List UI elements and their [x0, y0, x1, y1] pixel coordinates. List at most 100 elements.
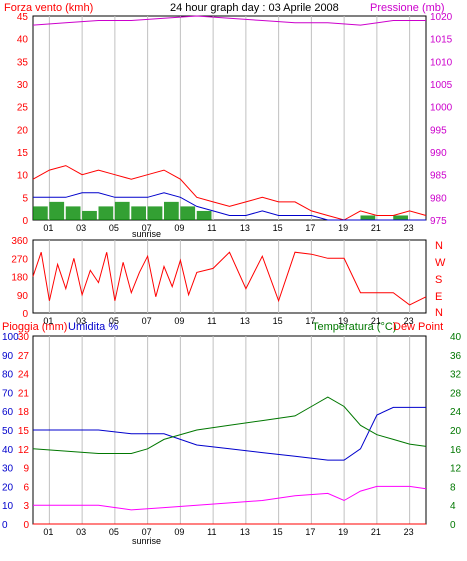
x-tick-label: 21: [371, 527, 381, 537]
y-tick-label-wind: 5: [22, 193, 28, 204]
y-tick-label-humidity: 80: [2, 370, 14, 381]
y-tick-label-temperature: 8: [450, 482, 456, 493]
chart-marks: 0510152025303540459759809859909951000100…: [2, 12, 462, 537]
temperature-axis-label: Temperatura (°C): [312, 321, 396, 333]
x-tick-label: 07: [142, 316, 152, 326]
y-tick-label-wind: 0: [22, 216, 28, 227]
gust-bar: [164, 201, 179, 220]
y-tick-label-humidity: 0: [2, 520, 8, 531]
graph-title: 24 hour graph day : 03 Aprile 2008: [170, 2, 339, 14]
x-tick-label: 17: [305, 316, 315, 326]
sunrise-label-bottom: sunrise: [132, 536, 161, 546]
y-tick-label-temperature: 20: [450, 426, 462, 437]
compass-label-w: W: [435, 257, 446, 269]
compass-labels: N W S E N: [435, 240, 446, 319]
y-tick-label-wind: 20: [17, 125, 29, 136]
y-tick-label-pressure: 980: [430, 193, 447, 204]
gust-bar: [33, 206, 48, 220]
series-wind-average: [33, 192, 426, 221]
y-tick-label-rain: 18: [18, 407, 30, 418]
y-tick-label-pressure: 1015: [430, 35, 453, 46]
x-tick-label: 21: [371, 316, 381, 326]
y-tick-label-temperature: 4: [450, 501, 456, 512]
x-tick-label: 13: [240, 316, 250, 326]
x-tick-label: 11: [207, 223, 216, 233]
y-tick-label-direction: 90: [17, 291, 29, 302]
y-tick-label-wind: 35: [17, 57, 29, 68]
x-tick-label: 03: [76, 223, 86, 233]
gust-bar: [114, 201, 130, 220]
wind-axis-label: Forza vento (kmh): [4, 2, 93, 14]
x-tick-label: 11: [207, 527, 216, 537]
series-temperature: [32, 396, 427, 454]
x-tick-label: 09: [174, 527, 184, 537]
gust-bar: [82, 210, 97, 220]
x-tick-label: 23: [404, 223, 414, 233]
y-tick-label-rain: 30: [18, 332, 30, 343]
gust-bar: [98, 206, 114, 220]
y-tick-label-temperature: 28: [450, 388, 462, 399]
x-tick-label: 09: [174, 223, 184, 233]
y-tick-label-humidity: 60: [2, 407, 14, 418]
x-tick-label: 23: [404, 316, 414, 326]
gust-bar: [147, 206, 163, 220]
gust-bar: [393, 215, 408, 220]
y-tick-label-pressure: 1020: [430, 12, 453, 23]
y-tick-label-rain: 27: [18, 351, 30, 362]
gust-bar: [196, 210, 212, 220]
compass-label-n-top: N: [435, 240, 443, 252]
sunrise-label-top: sunrise: [132, 229, 161, 239]
series-pressure: [32, 15, 426, 26]
pressure-axis-label: Pressione (mb): [370, 2, 445, 14]
gust-bar: [49, 201, 65, 220]
x-tick-label: 17: [305, 223, 315, 233]
compass-label-s: S: [435, 274, 442, 286]
y-tick-label-humidity: 100: [2, 332, 19, 343]
x-tick-label: 19: [338, 316, 348, 326]
x-tick-label: 07: [142, 223, 152, 233]
panel-wind-pressure: [32, 15, 427, 221]
y-tick-label-temperature: 32: [450, 370, 462, 381]
y-tick-label-humidity: 90: [2, 351, 14, 362]
x-tick-label: 03: [76, 527, 86, 537]
y-tick-label-humidity: 50: [2, 426, 14, 437]
x-tick-label: 15: [273, 316, 283, 326]
y-tick-label-rain: 24: [18, 370, 30, 381]
y-tick-label-wind: 25: [17, 103, 29, 114]
x-tick-label: 17: [305, 527, 315, 537]
x-tick-label: 19: [338, 223, 348, 233]
y-tick-label-humidity: 70: [2, 388, 14, 399]
y-tick-label-direction: 360: [11, 236, 28, 247]
gust-bar: [360, 215, 376, 220]
x-tick-label: 21: [371, 223, 381, 233]
y-tick-label-rain: 15: [18, 426, 30, 437]
y-tick-label-rain: 0: [23, 520, 29, 531]
x-tick-label: 05: [109, 316, 119, 326]
y-tick-label-humidity: 30: [2, 464, 14, 475]
y-tick-label-rain: 21: [18, 388, 30, 399]
y-tick-label-temperature: 40: [450, 332, 462, 343]
x-tick-label: 19: [338, 527, 348, 537]
x-tick-label: 07: [142, 527, 152, 537]
x-tick-label: 01: [43, 223, 53, 233]
y-tick-label-temperature: 16: [450, 445, 462, 456]
y-tick-label-humidity: 20: [2, 482, 14, 493]
gust-bar: [180, 206, 196, 220]
y-tick-label-direction: 180: [11, 273, 28, 284]
x-tick-label: 05: [109, 223, 119, 233]
y-tick-label-pressure: 985: [430, 171, 447, 182]
x-tick-label: 23: [404, 527, 414, 537]
y-tick-label-humidity: 40: [2, 445, 14, 456]
series-humidity: [33, 406, 426, 461]
series-wind-direction: [32, 251, 427, 306]
y-tick-label-temperature: 36: [450, 351, 462, 362]
y-tick-label-temperature: 12: [450, 464, 462, 475]
x-tick-label: 15: [273, 223, 283, 233]
dewpoint-axis-label: Dew Point: [393, 321, 443, 333]
x-tick-label: 13: [240, 223, 250, 233]
y-tick-label-direction: 0: [22, 309, 28, 320]
x-tick-label: 03: [76, 316, 86, 326]
x-tick-label: 15: [273, 527, 283, 537]
rain-axis-label: Pioggia (mm): [2, 321, 67, 333]
